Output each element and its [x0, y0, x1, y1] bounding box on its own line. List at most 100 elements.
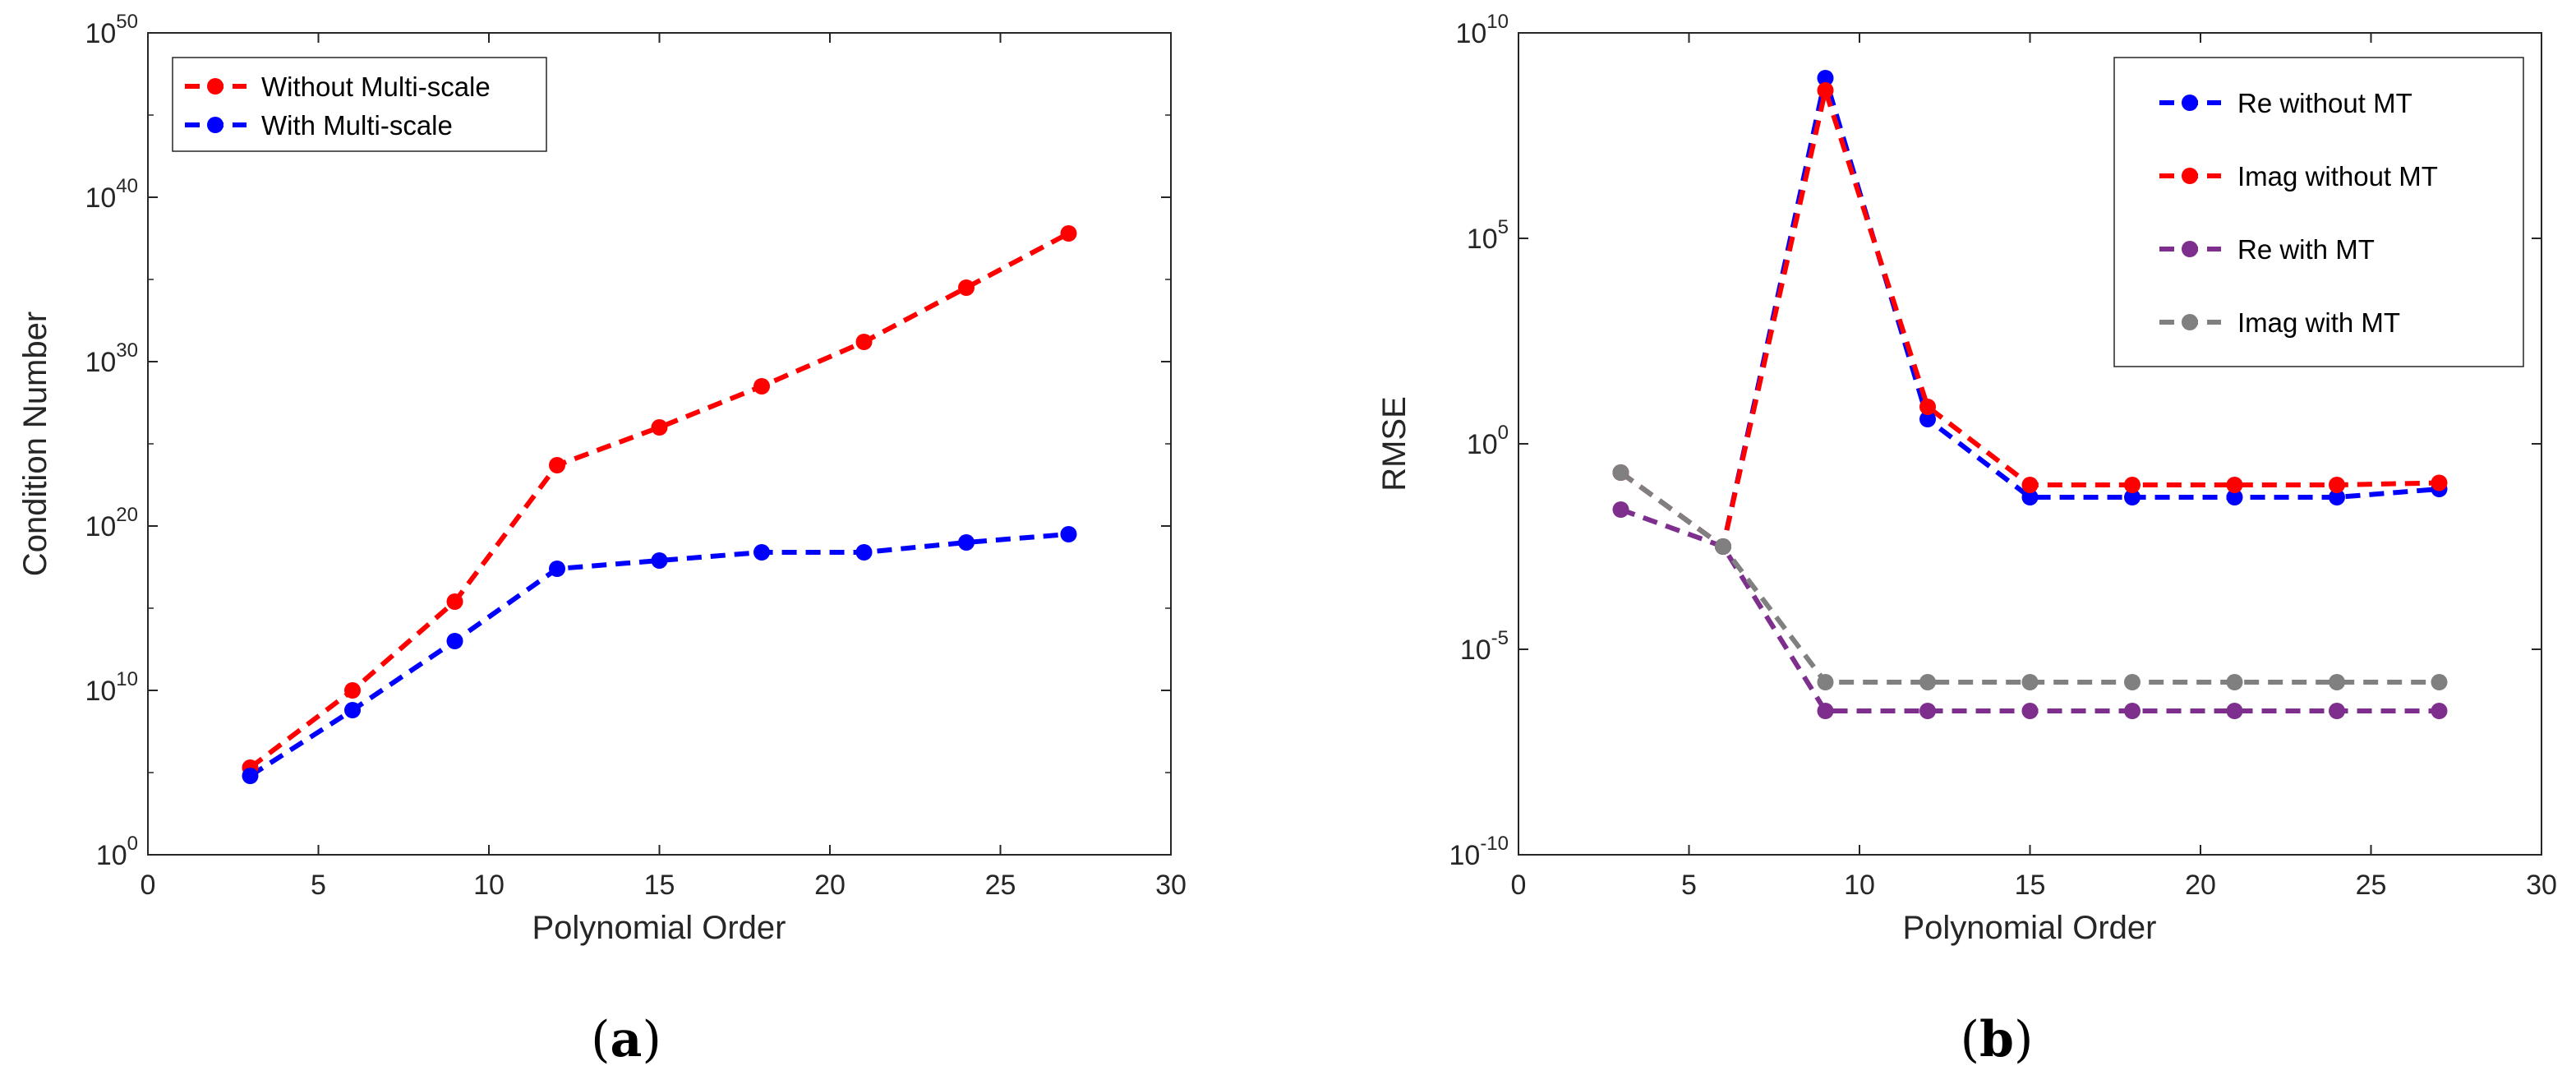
data-point-b-2-8	[2431, 703, 2448, 719]
chart-panel-a: 0 5 10 15 20 25 30 100 1010 1020 1030 1040 1050 Poly…	[17, 11, 1187, 1068]
legend-label-a-1: With Multi-scale	[261, 110, 453, 141]
data-point-a-0-8	[1060, 225, 1077, 242]
data-point-b-3-4	[2021, 674, 2039, 690]
data-point-b-3-7	[2329, 674, 2345, 690]
legend-a: Without Multi-scale With Multi-scale	[172, 57, 547, 152]
y-tick-label-a-5: 1050	[85, 11, 138, 49]
data-point-a-1-6	[855, 544, 873, 561]
data-point-b-1-6	[2226, 477, 2243, 493]
data-point-a-1-4	[651, 552, 668, 569]
data-point-b-1-5	[2124, 477, 2141, 493]
data-point-b-2-6	[2226, 703, 2243, 719]
data-point-a-0-3	[549, 457, 565, 473]
x-tick-label-b-0: 0	[1511, 870, 1527, 901]
x-tick-label-b-6: 30	[2526, 870, 2557, 901]
y-axis-label-a: Condition Number	[17, 311, 53, 576]
plot-area-a	[147, 32, 1172, 856]
data-point-b-0-3	[1919, 411, 1936, 427]
chart-panel-b: 0 5 10 15 20 25 30 10-10 10-5 100 105 1010 Polynomi…	[1376, 11, 2557, 1068]
axis-ticks-a: 0 5 10 15 20 25 30 100 1010 1020 1030 1040 1050	[85, 11, 1186, 901]
legend-box-a	[172, 57, 547, 152]
data-point-b-1-3	[1919, 399, 1936, 415]
x-tick-label-a-4: 20	[814, 870, 846, 901]
legend-b: Re without MT Imag without MT Re with MT…	[2113, 57, 2524, 367]
data-point-b-2-2	[1817, 703, 1834, 719]
data-point-b-2-3	[1919, 703, 1936, 719]
series-markers-b	[1612, 70, 2448, 719]
y-tick-label-a-4: 1040	[85, 175, 138, 214]
legend-label-b-0: Re without MT	[2237, 88, 2412, 118]
y-tick-label-a-3: 1030	[85, 339, 138, 378]
data-point-a-1-0	[242, 768, 259, 784]
x-axis-label-b: Polynomial Order	[1902, 910, 2156, 946]
x-axis-label-a: Polynomial Order	[532, 910, 786, 946]
legend-marker-b-0	[2182, 95, 2198, 111]
data-point-b-3-1	[1715, 538, 1731, 555]
data-point-b-3-5	[2124, 674, 2141, 690]
y-tick-label-a-0: 100	[96, 833, 138, 871]
legend-marker-a-0	[207, 78, 223, 95]
data-point-a-1-2	[446, 633, 463, 649]
panel-label-a: (a)	[591, 1011, 661, 1068]
data-point-b-0-5	[2124, 489, 2141, 505]
data-point-a-0-1	[344, 682, 361, 699]
data-point-b-3-2	[1817, 674, 1834, 690]
data-point-a-0-7	[958, 279, 975, 296]
y-tick-label-b-3: 105	[1467, 216, 1509, 255]
series-line-a-0	[248, 231, 1070, 770]
data-point-a-1-7	[958, 534, 975, 551]
x-tick-label-b-5: 25	[2356, 870, 2387, 901]
data-point-a-0-4	[651, 419, 668, 436]
panel-label-b: (b)	[1961, 1011, 2034, 1068]
data-point-b-0-6	[2226, 489, 2243, 505]
x-tick-label-b-2: 10	[1844, 870, 1875, 901]
y-tick-label-b-4: 1010	[1455, 11, 1509, 49]
data-point-b-3-8	[2431, 674, 2448, 690]
y-tick-label-b-0: 10-10	[1449, 833, 1509, 871]
legend-marker-a-1	[207, 117, 223, 133]
series-markers-a	[242, 225, 1077, 784]
x-tick-label-a-6: 30	[1155, 870, 1187, 901]
data-point-a-1-5	[753, 544, 770, 561]
y-axis-label-b: RMSE	[1376, 396, 1412, 491]
data-point-b-1-4	[2021, 477, 2039, 493]
data-point-a-1-8	[1060, 526, 1077, 542]
x-tick-label-b-4: 20	[2185, 870, 2216, 901]
data-point-a-0-2	[446, 593, 463, 610]
data-point-b-2-7	[2329, 703, 2345, 719]
y-tick-label-a-2: 1020	[85, 504, 138, 542]
legend-label-a-0: Without Multi-scale	[261, 72, 491, 102]
x-tick-label-b-3: 15	[2015, 870, 2046, 901]
legend-box-b	[2113, 57, 2524, 367]
data-point-b-1-7	[2329, 477, 2345, 493]
legend-label-b-3: Imag with MT	[2237, 307, 2400, 338]
series-lines-a	[248, 231, 1070, 778]
data-point-b-2-4	[2021, 703, 2039, 719]
axis-ticks-b: 0 5 10 15 20 25 30 10-10 10-5 100 105 1010	[1449, 11, 2556, 901]
legend-marker-b-3	[2182, 314, 2198, 330]
data-point-a-0-6	[855, 334, 873, 350]
y-tick-label-b-2: 100	[1467, 422, 1509, 460]
series-line-a-1	[248, 532, 1069, 778]
y-tick-label-a-1: 1010	[85, 668, 138, 707]
x-tick-label-a-5: 25	[985, 870, 1016, 901]
data-point-b-0-7	[2329, 489, 2345, 505]
data-point-a-1-3	[549, 561, 565, 577]
data-point-b-3-0	[1612, 464, 1629, 481]
x-tick-label-b-1: 5	[1681, 870, 1697, 901]
data-point-b-1-8	[2431, 474, 2448, 491]
data-point-b-0-4	[2021, 489, 2039, 505]
y-tick-label-b-1: 10-5	[1460, 627, 1509, 666]
legend-marker-b-2	[2182, 241, 2198, 257]
x-tick-label-a-1: 5	[311, 870, 326, 901]
data-point-a-0-5	[753, 378, 770, 395]
legend-label-b-1: Imag without MT	[2237, 161, 2438, 191]
x-tick-label-a-0: 0	[141, 870, 156, 901]
legend-marker-b-1	[2182, 168, 2198, 184]
data-point-a-1-1	[344, 702, 361, 718]
x-tick-label-a-3: 15	[644, 870, 675, 901]
x-tick-label-a-2: 10	[473, 870, 505, 901]
data-point-b-2-0	[1612, 501, 1629, 518]
data-point-b-0-2	[1817, 70, 1834, 86]
